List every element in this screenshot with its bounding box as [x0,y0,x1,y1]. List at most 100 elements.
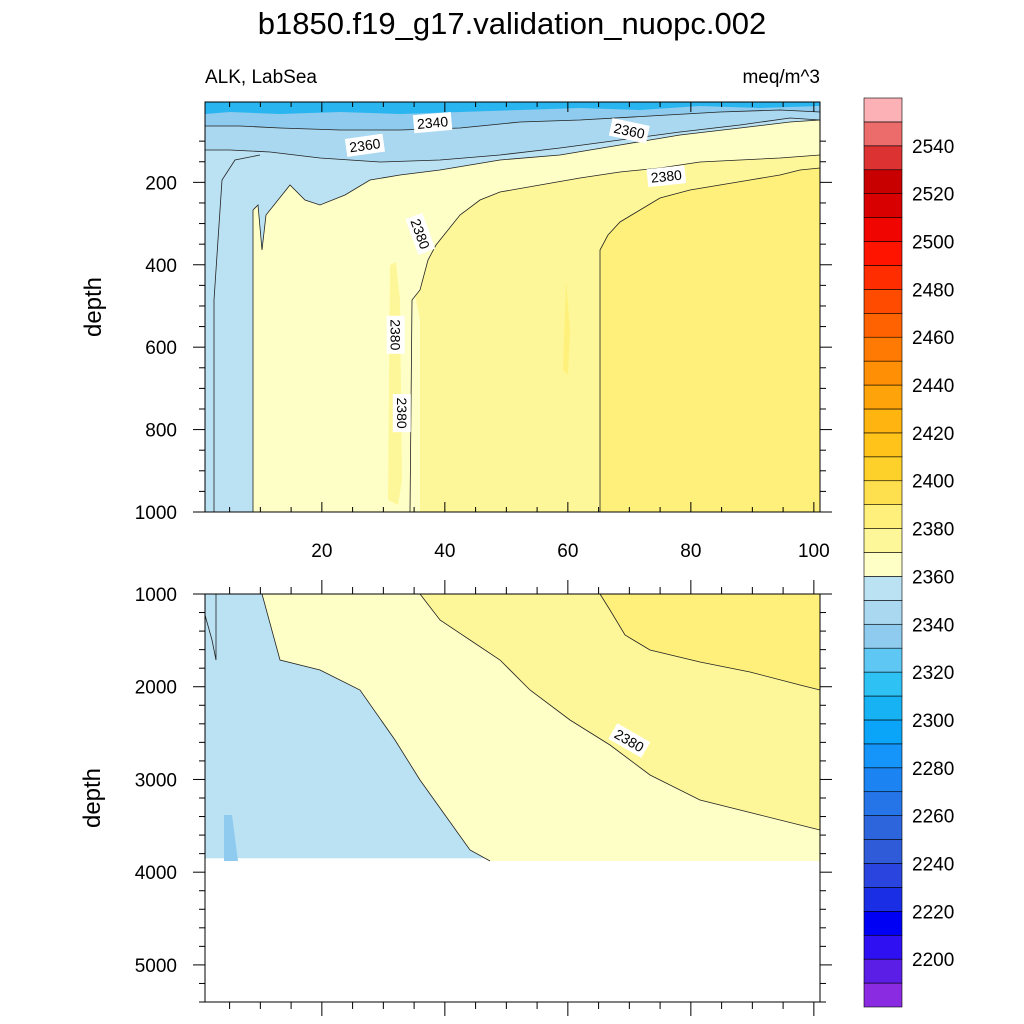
colorbar-swatch [863,791,903,816]
colorbar-swatch [863,121,903,147]
colorbar-swatch [863,145,903,171]
colorbar-swatch [863,863,903,888]
colorbar-tick-label: 2420 [912,424,954,445]
colorbar-swatch [863,695,903,721]
contour-label: 2380 [646,165,687,188]
contour-line-0 [252,119,821,512]
contour-label-bg [608,118,650,144]
contour-label: 2360 [344,133,385,157]
upper-subtitle-left: ALK, LabSea [205,67,317,88]
contour-label-bg [344,133,385,157]
colorbar-tick-label: 2220 [912,902,954,923]
fill-region-2390 [600,168,820,512]
y-tick-label: 800 [145,421,177,442]
y-tick-label: 600 [145,338,177,359]
colorbar-swatch [863,815,903,840]
colorbar-swatch [863,623,903,649]
colorbar-tick-label: 2240 [912,855,954,876]
upper-axes: 20 40 60 80 100 200 400 600 800 1000 [135,102,832,562]
colorbar-swatch [863,432,903,458]
colorbar-tick-label: 2360 [912,567,954,588]
lower-contour-lines [204,593,821,862]
sliver-b [410,290,420,512]
colorbar-swatch [863,265,903,290]
lower-line-2370 [261,593,491,862]
contour-label-bg [405,212,436,255]
sliver-c [563,280,570,375]
colorbar-tick-label: 2340 [912,615,954,636]
lower-line-west [204,594,217,661]
contour-label-bg [386,315,405,354]
lower-line-2380 [419,593,821,831]
colorbar-tick-label: 2400 [912,472,954,493]
contour-label-bg [392,394,411,433]
colorbar-swatch [863,217,903,242]
upper-subtitle-right: meq/m^3 [742,67,820,88]
colorbar-swatch [863,671,903,697]
colorbar-tick-label: 2380 [912,520,954,541]
colorbar-swatch [863,887,903,912]
x-tick-label: 40 [434,541,455,562]
contour-line-2340 [205,109,821,131]
contour-label: 2340 [412,111,453,134]
colorbar-swatch [863,576,903,601]
colorbar-swatch [863,241,903,266]
contour-label-bg [646,165,687,188]
colorbar-swatch [863,958,903,984]
colorbar-swatch [863,982,903,1008]
contour-label-text: 2380 [394,398,410,429]
upper-ylabel: depth [80,277,107,337]
colorbar-swatch [863,456,903,482]
contour-label-text: 2340 [416,113,449,132]
colorbar-tick-label: 2480 [912,280,954,301]
y-tick-label: 1000 [135,503,177,524]
colorbar-tick-label: 2260 [912,807,954,828]
lower-fill-2390 [600,594,820,690]
x-tick-label: 60 [557,541,578,562]
contour-label-text: 2380 [650,167,683,186]
colorbar-swatch [863,528,903,553]
upper-contour-fills [205,102,820,512]
contour-label-text: 2380 [388,319,404,350]
lower-y-tick-label: 4000 [135,863,177,884]
colorbar-tick-label: 2320 [912,663,954,684]
lower-ylabel: depth [79,768,106,828]
colorbar-swatch [863,552,903,577]
lower-contour-fills [205,594,820,861]
colorbar-tick-label: 2280 [912,759,954,780]
lower-sliver [224,815,238,861]
colorbar-tick-label: 2520 [912,185,954,206]
colorbar-tick-label: 2460 [912,328,954,349]
colorbar-tick-label: 2540 [912,137,954,158]
chart-title: b1850.f19_g17.validation_nuopc.002 [258,6,767,41]
x-tick-label: 100 [798,541,830,562]
colorbar-swatch [863,289,903,314]
x-tick-label: 80 [680,541,701,562]
colorbar-swatch [863,480,903,505]
lower-y-tick-label: 5000 [135,956,177,977]
colorbar-tick-label: 2200 [912,950,954,971]
colorbar-swatch [863,504,903,529]
colorbar-tick-label: 2300 [912,711,954,732]
colorbar-swatch [863,743,903,769]
colorbar-swatch [863,408,903,434]
contour-line-2 [599,167,821,512]
colorbar-swatch [863,336,903,362]
colorbar-swatch [863,193,903,218]
lower-y-tick-label: 3000 [135,770,177,791]
colorbar-tick-label: 2440 [912,376,954,397]
contour-label-text: 2360 [348,135,381,155]
lower-y-tick-label: 1000 [135,585,177,606]
contour-line-1 [409,154,821,513]
colorbar-swatch [863,360,903,386]
colorbar-swatch [863,934,903,960]
x-tick-label: 20 [311,541,332,562]
fill-region-top [205,102,820,114]
contour-label-bg [608,723,651,758]
lower-y-tick-label: 2000 [135,678,177,699]
lower-axes: 1000 2000 3000 4000 5000 [135,580,832,1016]
contour-label-bg [412,111,453,134]
contour-label: 2380 [386,315,405,354]
